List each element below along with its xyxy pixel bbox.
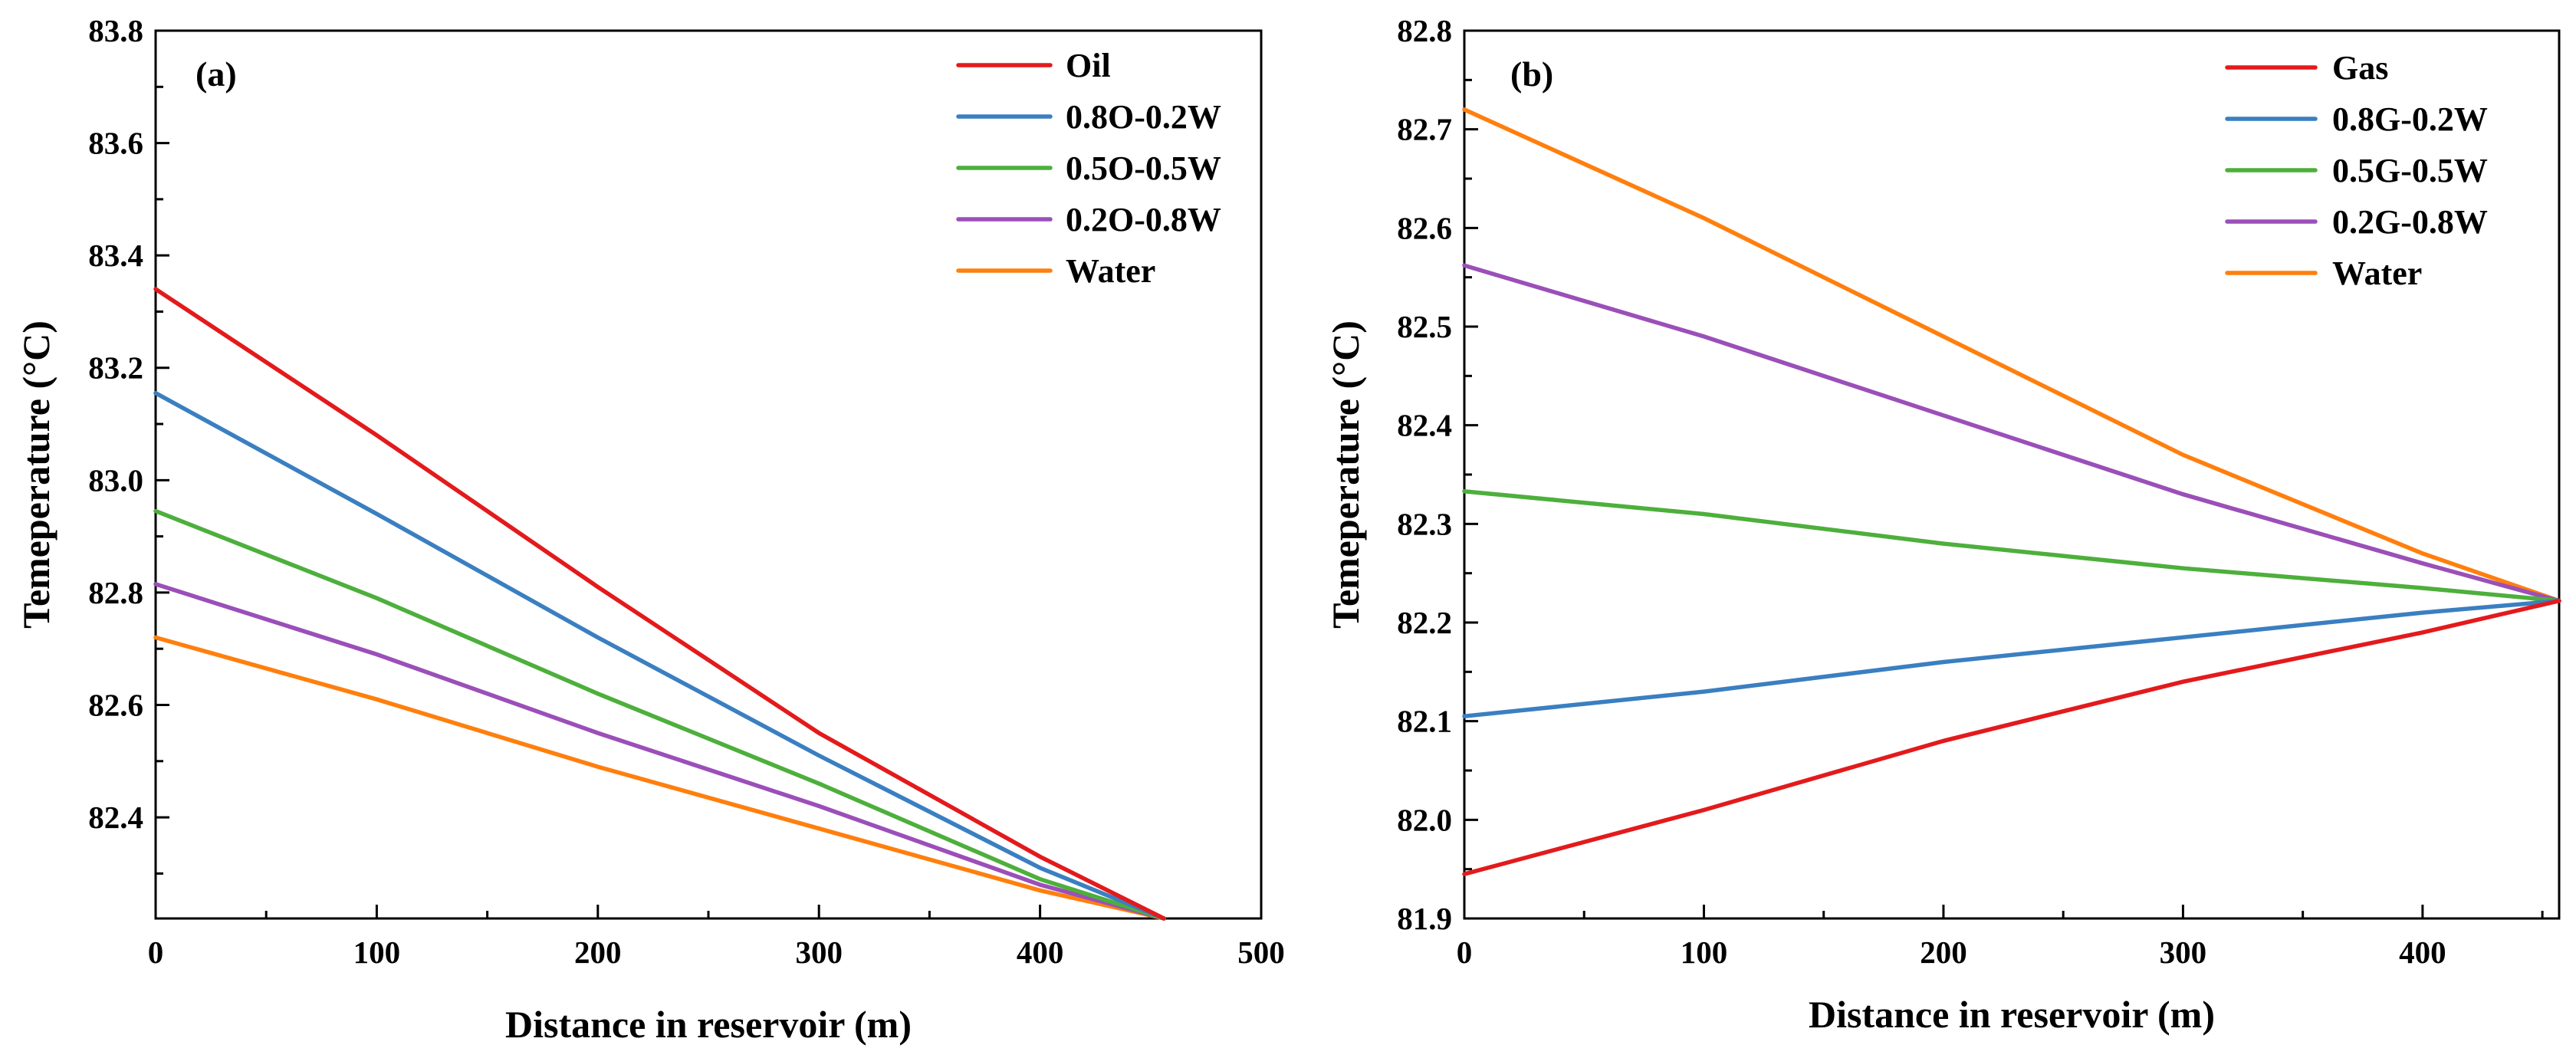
x-tick-label-a: 500	[1237, 935, 1285, 970]
x-tick-label-a: 300	[795, 935, 843, 970]
y-axis-title-b: Temeperature (°C)	[1324, 320, 1367, 629]
legend-label-a-4: 0.2O-0.8W	[1066, 201, 1221, 238]
series-group-a	[153, 287, 1166, 921]
x-tick-label-a: 400	[1017, 935, 1064, 970]
y-tick-label-a: 83.4	[88, 238, 143, 273]
legend-label-b-3: 0.5G-0.5W	[2332, 152, 2488, 189]
y-tick-label-a: 83.2	[88, 350, 143, 386]
x-tick-label-a: 200	[574, 935, 622, 970]
series-line-a-1	[153, 287, 1166, 921]
x-axis-title-b: Distance in reservoir (m)	[1809, 993, 2215, 1036]
series-line-a-5	[153, 635, 1166, 921]
x-tick-label-b: 400	[2399, 935, 2446, 970]
chart-panel-b: 0 100 200 300 400 81.9 82.0 82.1 82.2 82.3 82.4 82.…	[1324, 13, 2561, 1036]
y-tick-label-b: 82.6	[1397, 210, 1452, 245]
series-line-b-5	[1462, 107, 2561, 603]
x-tick-label-a: 100	[353, 935, 401, 970]
y-tick-label-b: 82.8	[1397, 13, 1452, 48]
y-tick-label-b: 81.9	[1397, 901, 1452, 936]
legend-b: Gas 0.8G-0.2W 0.5G-0.5W 0.2G-0.8W Water	[2225, 49, 2488, 292]
legend-a: Oil 0.8O-0.2W 0.5O-0.5W 0.2O-0.8W Water	[956, 47, 1221, 290]
series-line-b-4	[1462, 263, 2561, 603]
panel-label-b: (b)	[1510, 54, 1553, 94]
panel-label-a: (a)	[196, 54, 237, 94]
legend-label-b-1: Gas	[2332, 49, 2388, 87]
series-line-a-2	[153, 390, 1166, 921]
series-line-a-3	[153, 508, 1166, 921]
legend-label-b-4: 0.2G-0.8W	[2332, 203, 2488, 241]
series-line-a-4	[153, 582, 1166, 921]
x-axis-title-a: Distance in reservoir (m)	[505, 1003, 912, 1046]
series-group-b	[1462, 107, 2561, 876]
y-tick-label-a: 83.8	[88, 13, 143, 48]
y-tick-label-b: 82.7	[1397, 112, 1452, 147]
tick-group-a: 0 100 200 300 400 500 82.4 82.6 82.8 83.0 83.2 83.4…	[88, 13, 1285, 970]
y-tick-label-a: 82.8	[88, 575, 143, 610]
y-tick-label-b: 82.5	[1397, 309, 1452, 344]
series-line-b-3	[1462, 489, 2561, 603]
tick-group-b: 0 100 200 300 400 81.9 82.0 82.1 82.2 82.3 82.4 82.…	[1397, 13, 2544, 970]
legend-label-a-5: Water	[1066, 252, 1155, 290]
y-tick-label-a: 83.0	[88, 462, 143, 498]
legend-label-a-2: 0.8O-0.2W	[1066, 98, 1221, 136]
chart-panel-a: 0 100 200 300 400 500 82.4 82.6 82.8 83.0 83.2 83.4…	[15, 13, 1285, 1046]
legend-label-a-1: Oil	[1066, 47, 1111, 84]
legend-label-b-2: 0.8G-0.2W	[2332, 100, 2488, 138]
y-tick-label-a: 83.6	[88, 126, 143, 161]
y-tick-label-a: 82.6	[88, 687, 143, 722]
x-tick-label-b: 300	[2160, 935, 2207, 970]
legend-label-a-3: 0.5O-0.5W	[1066, 150, 1221, 187]
y-tick-label-b: 82.4	[1397, 408, 1452, 443]
y-tick-label-b: 82.0	[1397, 802, 1452, 837]
x-tick-label-a: 0	[148, 935, 164, 970]
series-line-b-2	[1462, 598, 2561, 718]
x-tick-label-b: 0	[1457, 935, 1473, 970]
y-tick-label-b: 82.3	[1397, 506, 1452, 541]
x-tick-label-b: 100	[1681, 935, 1728, 970]
y-tick-label-b: 82.1	[1397, 704, 1452, 739]
legend-label-b-5: Water	[2332, 255, 2422, 292]
series-line-b-1	[1462, 598, 2561, 876]
y-tick-label-a: 82.4	[88, 800, 143, 835]
y-axis-title-a: Temeperature (°C)	[15, 320, 58, 629]
y-tick-label-b: 82.2	[1397, 605, 1452, 640]
x-tick-label-b: 200	[1920, 935, 1967, 970]
